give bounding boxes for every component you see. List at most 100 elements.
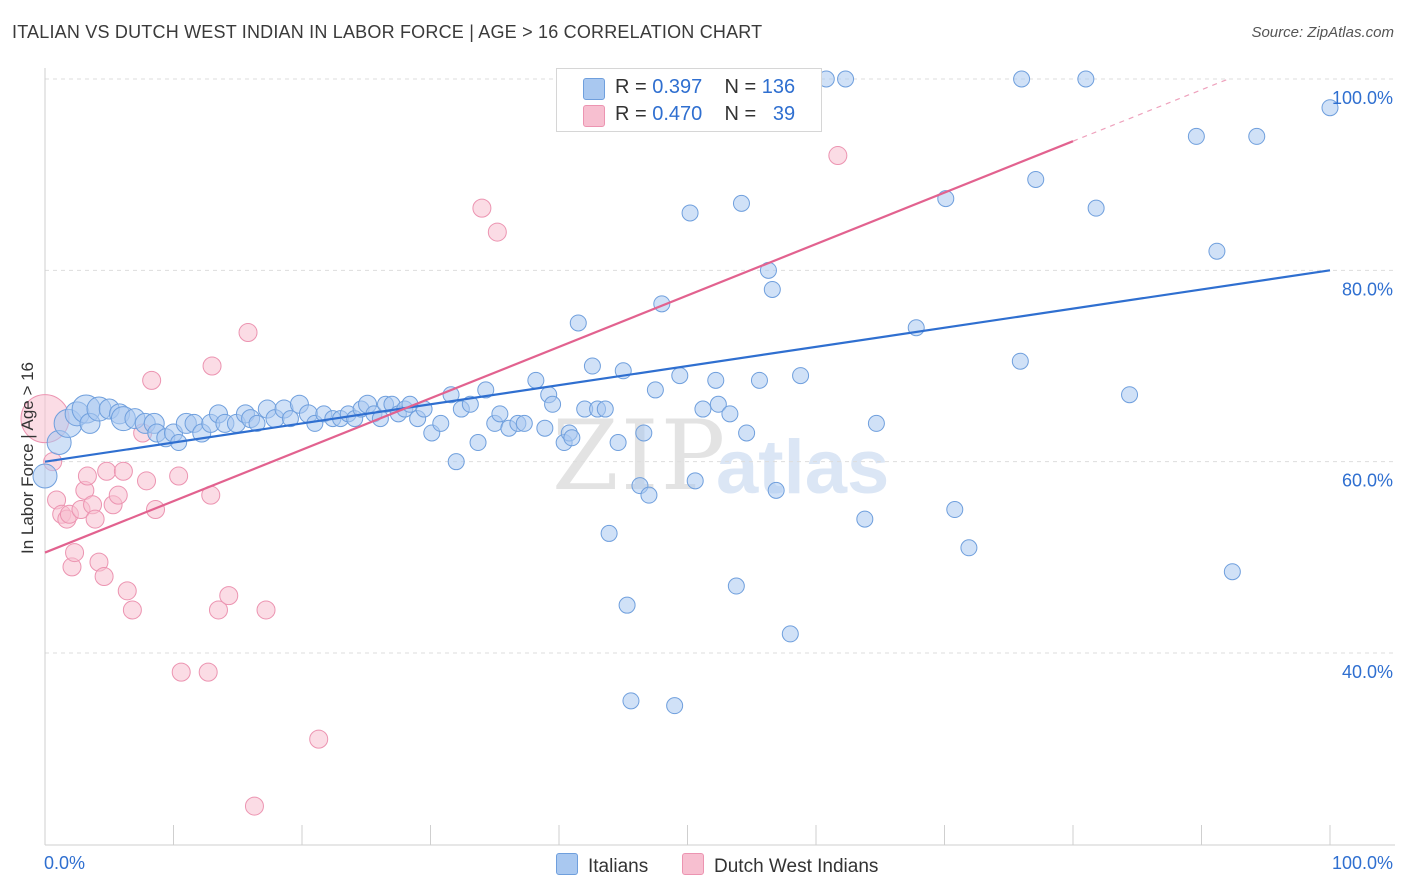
correlation-legend: R = 0.397 N = 136 R = 0.470 N = 39: [556, 68, 822, 132]
dutch-west-indians-point: [219, 586, 239, 606]
dutch-west-indians-point: [113, 461, 133, 481]
italians-point: [32, 463, 58, 489]
italians-point: [1208, 242, 1226, 260]
chart-title: ITALIAN VS DUTCH WEST INDIAN IN LABOR FO…: [12, 22, 763, 42]
y-tick-label: 100.0%: [1332, 88, 1393, 108]
dutch-west-indians-point: [198, 662, 218, 682]
y-axis-label: In Labor Force | Age > 16: [18, 362, 37, 554]
italians-point: [477, 381, 495, 399]
italians-point: [1121, 386, 1139, 404]
gridlines: [45, 78, 1395, 654]
series-legend: Italians Dutch West Indians: [0, 850, 1406, 880]
italians-point: [709, 395, 727, 413]
dutch-west-indians-trend-line: [44, 140, 1074, 554]
legend-item-italians[interactable]: Italians: [556, 853, 648, 878]
series-italians-points: [32, 70, 1339, 715]
dutch-west-indians-point: [171, 662, 191, 682]
dutch-west-indians-point: [256, 600, 276, 620]
legend-r-label: R =: [615, 103, 647, 125]
dutch-west-indians-point: [202, 356, 222, 376]
italians-point: [635, 424, 653, 442]
italians-point: [732, 194, 750, 212]
italians-point: [544, 395, 562, 413]
legend-text-dutch-west-indians: R = 0.470 N = 39: [615, 103, 795, 126]
italians-point: [527, 371, 545, 389]
trend-lines: [44, 78, 1331, 554]
italians-point: [727, 577, 745, 595]
italians-point: [469, 434, 487, 452]
italians-point: [686, 472, 704, 490]
italians-point: [1013, 70, 1031, 88]
italians-point: [1011, 352, 1029, 370]
italians-point: [721, 405, 739, 423]
italians-point: [666, 697, 684, 715]
dutch-west-indians-point: [142, 370, 162, 390]
dutch-west-indians-point: [828, 146, 848, 166]
dutch-west-indians-point: [169, 466, 189, 486]
dutch-west-indians-point: [309, 729, 329, 749]
legend-swatch-pink: [583, 105, 605, 127]
italians-point: [1027, 170, 1045, 188]
italians-point: [536, 419, 554, 437]
dutch-west-indians-point: [77, 466, 97, 486]
italians-point: [1077, 70, 1095, 88]
source-label[interactable]: Source: ZipAtlas.com: [1251, 24, 1394, 41]
dutch-west-indians-point: [97, 461, 117, 481]
italians-point: [515, 414, 533, 432]
italians-point: [583, 357, 601, 375]
dutch-west-indians-point: [238, 323, 258, 343]
italians-point: [646, 381, 664, 399]
y-tick-label: 60.0%: [1342, 471, 1393, 491]
italians-point: [447, 453, 465, 471]
italians-point: [867, 414, 885, 432]
italians-point: [640, 486, 658, 504]
trend-line-extension: [1072, 78, 1228, 142]
legend-r-label: R =: [615, 76, 647, 98]
dutch-west-indians-point: [137, 471, 157, 491]
italians-point: [837, 70, 855, 88]
italians-point: [281, 410, 299, 428]
legend-item-dutch-west-indians[interactable]: Dutch West Indians: [682, 853, 878, 878]
italians-point: [609, 434, 627, 452]
legend-n-value: 136: [761, 76, 796, 98]
italians-point: [432, 414, 450, 432]
italians-point: [763, 280, 781, 298]
italians-point: [596, 400, 614, 418]
italians-point: [946, 501, 964, 519]
legend-n-label: N =: [724, 103, 757, 125]
legend-label-dutch-west-indians: Dutch West Indians: [714, 856, 879, 877]
legend-text-italians: R = 0.397 N = 136: [615, 76, 795, 99]
italians-point: [491, 405, 509, 423]
italians-point: [622, 692, 640, 710]
italians-point: [738, 424, 756, 442]
italians-point: [1248, 127, 1266, 145]
italians-point: [1321, 99, 1339, 117]
dutch-west-indians-point: [208, 600, 228, 620]
italians-point: [1087, 199, 1105, 217]
legend-label-italians: Italians: [588, 856, 649, 877]
italians-point: [681, 204, 699, 222]
italians-point: [569, 314, 587, 332]
italians-point: [750, 371, 768, 389]
dutch-west-indians-point: [487, 222, 507, 242]
y-tick-label: 80.0%: [1342, 279, 1393, 299]
italians-point: [1187, 127, 1205, 145]
italians-point: [248, 414, 266, 432]
legend-swatch-blue: [583, 78, 605, 100]
italians-trend-line: [44, 269, 1331, 463]
legend-swatch-blue: [556, 853, 578, 875]
italians-point: [960, 539, 978, 557]
italians-point: [618, 596, 636, 614]
italians-point: [563, 429, 581, 447]
dutch-west-indians-point: [117, 581, 137, 601]
dutch-west-indians-point: [244, 796, 264, 816]
italians-point: [1223, 563, 1241, 581]
italians-point: [671, 367, 689, 385]
dutch-west-indians-point: [65, 543, 85, 563]
dutch-west-indians-point: [85, 509, 105, 529]
legend-n-value: 39: [772, 103, 796, 125]
italians-point: [781, 625, 799, 643]
legend-r-value: 0.397: [652, 76, 703, 98]
legend-n-label: N =: [724, 76, 757, 98]
legend-r-value: 0.470: [652, 103, 703, 125]
